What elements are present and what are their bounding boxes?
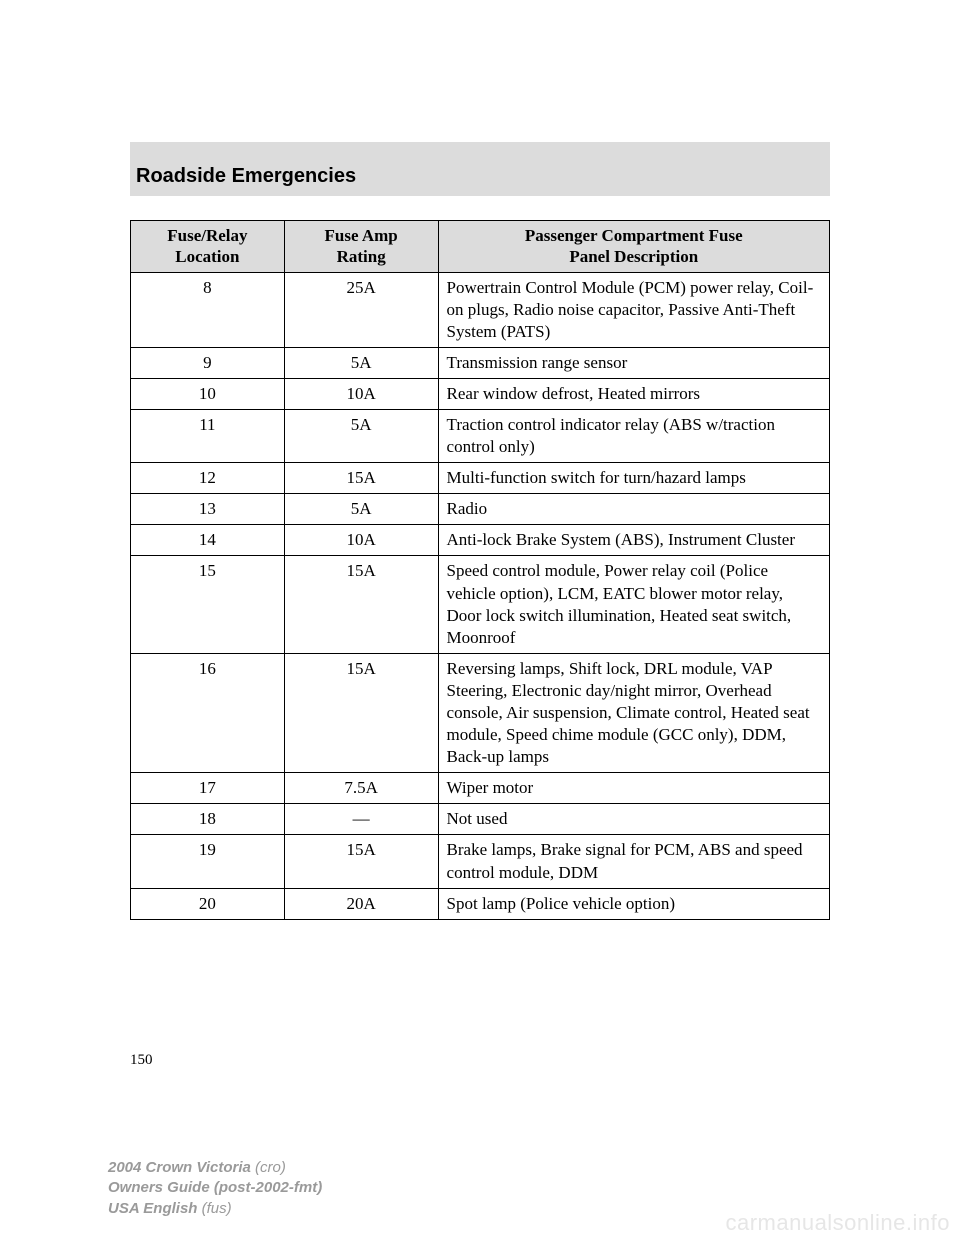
cell-amp: 7.5A — [284, 773, 438, 804]
cell-amp: 10A — [284, 525, 438, 556]
section-header-band: Roadside Emergencies — [130, 142, 830, 196]
cell-description: Not used — [438, 804, 829, 835]
col-header-line: Passenger Compartment Fuse — [525, 226, 743, 245]
col-header-line: Location — [175, 247, 239, 266]
cell-location: 9 — [131, 347, 285, 378]
col-header-line: Panel Description — [569, 247, 698, 266]
fuse-table-body: 8 25A Powertrain Control Module (PCM) po… — [131, 272, 830, 919]
footer-code: (cro) — [251, 1159, 286, 1176]
cell-description: Powertrain Control Module (PCM) power re… — [438, 272, 829, 347]
cell-description: Brake lamps, Brake signal for PCM, ABS a… — [438, 835, 829, 888]
col-header-description: Passenger Compartment Fuse Panel Descrip… — [438, 221, 829, 273]
cell-amp: 20A — [284, 888, 438, 919]
cell-description: Transmission range sensor — [438, 347, 829, 378]
footer-line-1: 2004 Crown Victoria (cro) — [108, 1158, 322, 1178]
cell-location: 11 — [131, 409, 285, 462]
cell-description: Multi-function switch for turn/hazard la… — [438, 463, 829, 494]
footer-guide: Owners Guide (post-2002-fmt) — [108, 1179, 322, 1196]
page-number: 150 — [130, 1052, 153, 1069]
table-row: 17 7.5A Wiper motor — [131, 773, 830, 804]
cell-location: 17 — [131, 773, 285, 804]
table-row: 13 5A Radio — [131, 494, 830, 525]
cell-location: 19 — [131, 835, 285, 888]
cell-location: 20 — [131, 888, 285, 919]
cell-description: Radio — [438, 494, 829, 525]
cell-amp: 5A — [284, 347, 438, 378]
fuse-table-wrap: Fuse/Relay Location Fuse Amp Rating Pass… — [130, 220, 830, 920]
table-row: 9 5A Transmission range sensor — [131, 347, 830, 378]
cell-location: 12 — [131, 463, 285, 494]
cell-description: Traction control indicator relay (ABS w/… — [438, 409, 829, 462]
col-header-line: Fuse Amp — [325, 226, 398, 245]
cell-location: 14 — [131, 525, 285, 556]
cell-amp: — — [284, 804, 438, 835]
cell-location: 15 — [131, 556, 285, 653]
table-row: 14 10A Anti-lock Brake System (ABS), Ins… — [131, 525, 830, 556]
table-row: 12 15A Multi-function switch for turn/ha… — [131, 463, 830, 494]
cell-amp: 5A — [284, 494, 438, 525]
footer-line-2: Owners Guide (post-2002-fmt) — [108, 1178, 322, 1198]
cell-location: 8 — [131, 272, 285, 347]
col-header-line: Rating — [337, 247, 386, 266]
cell-amp: 15A — [284, 835, 438, 888]
cell-location: 16 — [131, 653, 285, 772]
cell-description: Rear window defrost, Heated mirrors — [438, 378, 829, 409]
cell-amp: 15A — [284, 556, 438, 653]
col-header-line: Fuse/Relay — [167, 226, 247, 245]
cell-amp: 10A — [284, 378, 438, 409]
table-row: 11 5A Traction control indicator relay (… — [131, 409, 830, 462]
footer-code: (fus) — [197, 1200, 231, 1217]
cell-amp: 15A — [284, 463, 438, 494]
table-header-row: Fuse/Relay Location Fuse Amp Rating Pass… — [131, 221, 830, 273]
cell-amp: 25A — [284, 272, 438, 347]
table-row: 19 15A Brake lamps, Brake signal for PCM… — [131, 835, 830, 888]
table-row: 8 25A Powertrain Control Module (PCM) po… — [131, 272, 830, 347]
cell-location: 10 — [131, 378, 285, 409]
table-row: 10 10A Rear window defrost, Heated mirro… — [131, 378, 830, 409]
cell-amp: 15A — [284, 653, 438, 772]
footer-model: 2004 Crown Victoria — [108, 1159, 251, 1176]
footer-lang: USA English — [108, 1200, 197, 1217]
table-row: 20 20A Spot lamp (Police vehicle option) — [131, 888, 830, 919]
manual-page: Roadside Emergencies Fuse/Relay Location… — [0, 0, 960, 1242]
section-title: Roadside Emergencies — [136, 165, 356, 188]
watermark: carmanualsonline.info — [725, 1210, 950, 1236]
table-row: 15 15A Speed control module, Power relay… — [131, 556, 830, 653]
cell-description: Wiper motor — [438, 773, 829, 804]
footer-block: 2004 Crown Victoria (cro) Owners Guide (… — [108, 1158, 322, 1219]
cell-description: Spot lamp (Police vehicle option) — [438, 888, 829, 919]
cell-amp: 5A — [284, 409, 438, 462]
cell-description: Reversing lamps, Shift lock, DRL module,… — [438, 653, 829, 772]
col-header-location: Fuse/Relay Location — [131, 221, 285, 273]
table-row: 18 — Not used — [131, 804, 830, 835]
cell-location: 13 — [131, 494, 285, 525]
cell-description: Anti-lock Brake System (ABS), Instrument… — [438, 525, 829, 556]
table-row: 16 15A Reversing lamps, Shift lock, DRL … — [131, 653, 830, 772]
fuse-table: Fuse/Relay Location Fuse Amp Rating Pass… — [130, 220, 830, 920]
cell-location: 18 — [131, 804, 285, 835]
col-header-amp: Fuse Amp Rating — [284, 221, 438, 273]
footer-line-3: USA English (fus) — [108, 1199, 322, 1219]
cell-description: Speed control module, Power relay coil (… — [438, 556, 829, 653]
